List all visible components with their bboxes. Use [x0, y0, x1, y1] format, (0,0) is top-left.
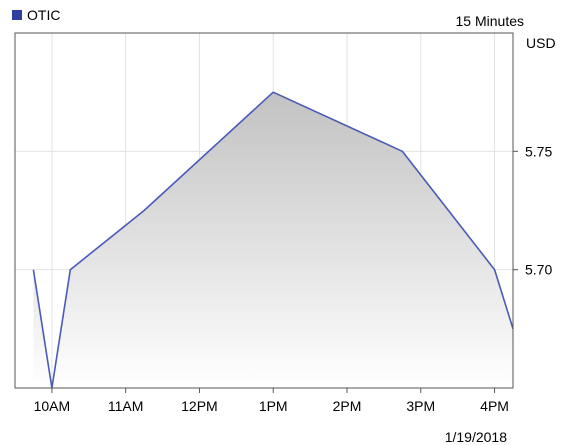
x-tick-label: 4PM	[480, 398, 509, 414]
x-tick-label: 1PM	[259, 398, 288, 414]
x-tick-label: 11AM	[108, 398, 144, 414]
y-tick-label: 5.70	[525, 262, 552, 278]
y-axis: 5.70 5.75	[513, 143, 552, 278]
legend-label: OTIC	[27, 7, 60, 23]
date-label: 1/19/2018	[445, 429, 507, 445]
x-tick-label: 3PM	[406, 398, 435, 414]
interval-label: 15 Minutes	[456, 13, 524, 29]
x-tick-label: 12PM	[181, 398, 218, 414]
currency-label: USD	[526, 35, 556, 51]
y-tick-label: 5.75	[525, 143, 552, 159]
x-tick-label: 10AM	[34, 398, 71, 414]
x-axis: 10AM 11AM 12PM 1PM 2PM 3PM 4PM	[34, 388, 509, 414]
legend-swatch	[12, 10, 22, 20]
price-line	[32, 91, 514, 389]
price-area	[33, 92, 514, 388]
plot-border	[14, 32, 514, 389]
x-tick-label: 2PM	[333, 398, 362, 414]
